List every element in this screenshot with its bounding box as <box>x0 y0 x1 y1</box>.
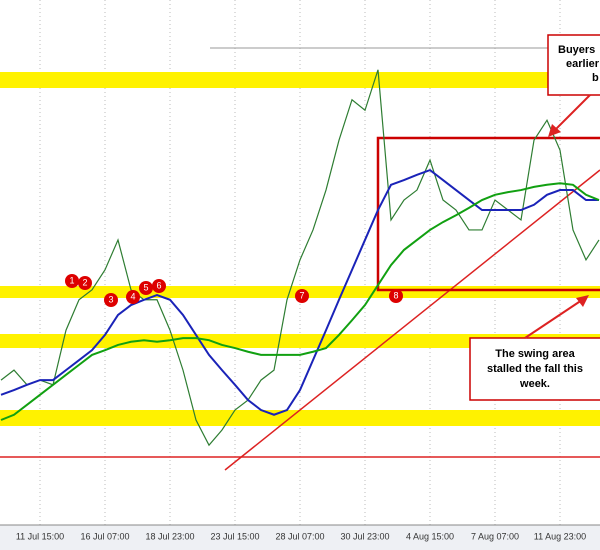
zone-band <box>0 410 600 426</box>
annotation-text: earlier <box>566 58 600 70</box>
x-tick-label: 16 Jul 07:00 <box>80 531 129 541</box>
zone-band <box>0 72 600 88</box>
series-group <box>0 69 600 447</box>
series-line <box>0 69 600 447</box>
marker <box>152 279 166 293</box>
marker-label: 6 <box>156 280 161 290</box>
trend-line <box>224 169 600 471</box>
x-tick-label: 28 Jul 07:00 <box>275 531 324 541</box>
x-tick-label: 11 Aug 23:00 <box>534 531 586 541</box>
annotation-box <box>547 34 600 96</box>
x-tick-label: 30 Jul 23:00 <box>340 531 389 541</box>
arrow-head <box>548 124 561 137</box>
marker-label: 1 <box>69 275 74 285</box>
range-box <box>376 136 600 292</box>
marker-label: 5 <box>143 282 148 292</box>
series-line <box>0 168 599 416</box>
annotation-text: The swing area <box>495 348 575 360</box>
zone-band <box>0 334 600 348</box>
marker-label: 3 <box>108 294 113 304</box>
marker-label: 7 <box>299 290 304 300</box>
annotation-text: week. <box>519 378 550 390</box>
x-tick-label: 7 Aug 07:00 <box>471 531 519 541</box>
arrow <box>524 297 586 339</box>
marker <box>65 274 79 288</box>
x-tick-label: 23 Jul 15:00 <box>210 531 259 541</box>
annotation-text: stalled the fall this <box>487 363 583 375</box>
marker <box>139 281 153 295</box>
x-axis-strip <box>0 525 600 550</box>
marker-label: 2 <box>82 277 87 287</box>
marker <box>126 290 140 304</box>
marker-label: 4 <box>130 291 135 301</box>
x-tick-label: 11 Jul 15:00 <box>16 531 64 541</box>
arrow <box>551 94 591 134</box>
series-line <box>0 182 600 421</box>
arrow-head <box>576 295 589 307</box>
annotation-text: b <box>592 72 599 84</box>
marker <box>104 293 118 307</box>
marker <box>389 289 403 303</box>
annotation-text: Buyers <box>558 44 595 56</box>
x-tick-label: 4 Aug 15:00 <box>406 531 454 541</box>
marker <box>295 289 309 303</box>
marker-label: 8 <box>393 290 398 300</box>
annotation-box <box>469 337 600 401</box>
x-tick-label: 18 Jul 23:00 <box>145 531 194 541</box>
marker <box>78 276 92 290</box>
markers: 1 2 3 4 5 6 7 8 <box>65 274 403 307</box>
